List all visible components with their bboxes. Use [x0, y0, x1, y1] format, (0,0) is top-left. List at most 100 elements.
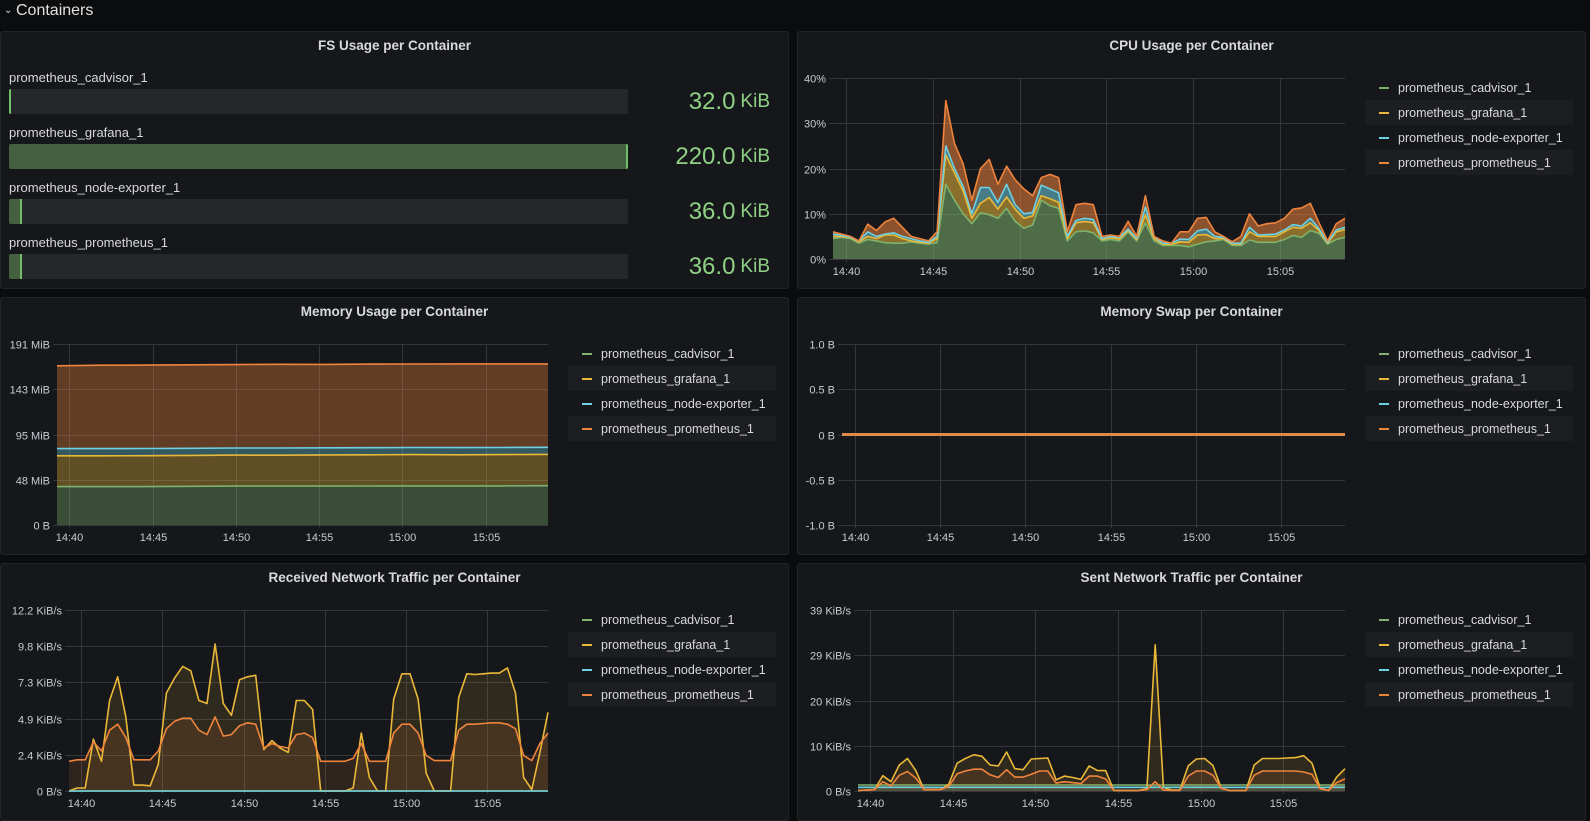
x-tick-label: 14:50 [1012, 532, 1040, 544]
legend-label[interactable]: prometheus_node-exporter_1 [601, 662, 766, 677]
panel-title[interactable]: Received Network Traffic per Container [268, 570, 521, 585]
legend-label[interactable]: prometheus_prometheus_1 [1398, 155, 1551, 170]
legend-item-prometheus-node-exporter-1[interactable]: prometheus_node-exporter_1 [568, 657, 776, 682]
x-tick-label: 15:05 [474, 798, 502, 810]
series-line-prometheus-cadvisor-1[interactable] [57, 484, 549, 488]
legend-item-prometheus-node-exporter-1[interactable]: prometheus_node-exporter_1 [568, 391, 776, 416]
legend-color-swatch-icon[interactable] [1379, 427, 1389, 430]
chart-svg[interactable]: 0% 10% 20% 30% 40% 14:40 14:45 14:50 14:55 15:00 1… [798, 32, 1586, 289]
panel-title[interactable]: Memory Swap per Container [1100, 304, 1283, 319]
legend-item-prometheus-cadvisor-1[interactable]: prometheus_cadvisor_1 [568, 341, 776, 366]
series-line-prometheus-cadvisor-1[interactable] [832, 183, 1346, 248]
legend-color-swatch-icon[interactable] [1379, 136, 1389, 139]
legend-item-prometheus-grafana-1[interactable]: prometheus_grafana_1 [1365, 632, 1573, 657]
grid: -1.0 B -0.5 B 0 B 0.5 B 1.0 B 14:40 14:45 14:50… [806, 340, 1345, 544]
legend-label[interactable]: prometheus_node-exporter_1 [1398, 396, 1563, 411]
legend-color-swatch-icon[interactable] [1379, 377, 1389, 380]
y-tick-label: 95 MiB [16, 431, 50, 443]
series-line-prometheus-prometheus-1[interactable] [68, 716, 549, 763]
row-header-containers[interactable]: ⌄ Containers [0, 0, 93, 22]
chart-svg[interactable]: 0 B/s 10 KiB/s 20 KiB/s 29 KiB/s 39 KiB/s 14:… [798, 564, 1586, 821]
grid: 0 B/s 2.4 KiB/s 4.9 KiB/s 7.3 KiB/s 9.8 KiB/… [12, 606, 548, 810]
legend-color-swatch-icon[interactable] [1379, 668, 1389, 671]
legend-item-prometheus-node-exporter-1[interactable]: prometheus_node-exporter_1 [1365, 391, 1573, 416]
legend-item-prometheus-grafana-1[interactable]: prometheus_grafana_1 [1365, 100, 1573, 125]
legend-label[interactable]: prometheus_grafana_1 [601, 371, 731, 386]
legend-item-prometheus-prometheus-1[interactable]: prometheus_prometheus_1 [568, 682, 776, 707]
legend-item-prometheus-cadvisor-1[interactable]: prometheus_cadvisor_1 [568, 607, 776, 632]
legend-item-prometheus-cadvisor-1[interactable]: prometheus_cadvisor_1 [1365, 341, 1573, 366]
legend-label[interactable]: prometheus_grafana_1 [1398, 105, 1528, 120]
legend-color-swatch-icon[interactable] [1379, 161, 1389, 164]
legend-label[interactable]: prometheus_prometheus_1 [601, 421, 754, 436]
series-line-prometheus-grafana-1[interactable] [57, 453, 549, 457]
legend-label[interactable]: prometheus_node-exporter_1 [1398, 662, 1563, 677]
series-line-prometheus-prometheus-1[interactable] [857, 768, 1346, 792]
x-tick-label: 14:45 [927, 532, 955, 544]
panel-title[interactable]: FS Usage per Container [317, 38, 472, 53]
fs-bar-track [9, 254, 628, 279]
fs-value-number: 32.0 [688, 87, 736, 115]
chevron-down-icon[interactable]: ⌄ [4, 4, 13, 16]
legend-color-swatch-icon[interactable] [582, 377, 592, 380]
series-line-prometheus-node-exporter-1[interactable] [832, 145, 1346, 244]
legend-item-prometheus-grafana-1[interactable]: prometheus_grafana_1 [568, 366, 776, 391]
legend-label[interactable]: prometheus_node-exporter_1 [601, 396, 766, 411]
legend-color-swatch-icon[interactable] [582, 402, 592, 405]
legend-label[interactable]: prometheus_prometheus_1 [601, 687, 754, 702]
legend-label[interactable]: prometheus_cadvisor_1 [1398, 80, 1532, 95]
x-tick-label: 15:05 [1268, 532, 1296, 544]
legend-label[interactable]: prometheus_grafana_1 [1398, 637, 1528, 652]
chart-svg[interactable]: -1.0 B -0.5 B 0 B 0.5 B 1.0 B 14:40 14:45 14:50… [798, 298, 1586, 555]
series-line-prometheus-prometheus-1[interactable] [832, 99, 1346, 244]
legend-label[interactable]: prometheus_grafana_1 [601, 637, 731, 652]
panel-title[interactable]: Sent Network Traffic per Container [1080, 570, 1303, 585]
series-line-prometheus-prometheus-1[interactable] [56, 363, 548, 367]
legend-label[interactable]: prometheus_grafana_1 [1398, 371, 1528, 386]
chart-svg[interactable]: 0 B/s 2.4 KiB/s 4.9 KiB/s 7.3 KiB/s 9.8 KiB/… [1, 564, 789, 821]
legend-color-swatch-icon[interactable] [582, 668, 592, 671]
legend-label[interactable]: prometheus_cadvisor_1 [601, 612, 735, 627]
legend-item-prometheus-prometheus-1[interactable]: prometheus_prometheus_1 [1365, 682, 1573, 707]
legend-color-swatch-icon[interactable] [582, 643, 592, 646]
legend-label[interactable]: prometheus_cadvisor_1 [601, 346, 735, 361]
legend-color-swatch-icon[interactable] [582, 427, 592, 430]
legend-label[interactable]: prometheus_cadvisor_1 [1398, 346, 1532, 361]
fs-value: 32.0 KiB [688, 87, 770, 115]
panel-title[interactable]: Memory Usage per Container [300, 304, 489, 319]
chart-svg[interactable]: 0 B 48 MiB 95 MiB 143 MiB 191 MiB 14:40 14:45 1… [1, 298, 789, 555]
series-line-prometheus-grafana-1[interactable] [833, 154, 1346, 246]
fs-container-label: prometheus_node-exporter_1 [9, 180, 181, 195]
legend-color-swatch-icon[interactable] [1379, 643, 1389, 646]
legend-color-swatch-icon[interactable] [582, 618, 592, 621]
series-area-prometheus-cadvisor-1 [57, 485, 548, 525]
panel-title[interactable]: CPU Usage per Container [1109, 38, 1274, 53]
legend-item-prometheus-node-exporter-1[interactable]: prometheus_node-exporter_1 [1365, 125, 1573, 150]
legend-color-swatch-icon[interactable] [1379, 352, 1389, 355]
legend-color-swatch-icon[interactable] [582, 352, 592, 355]
legend-color-swatch-icon[interactable] [1379, 402, 1389, 405]
legend-item-prometheus-grafana-1[interactable]: prometheus_grafana_1 [568, 632, 776, 657]
legend-color-swatch-icon[interactable] [582, 693, 592, 696]
legend-item-prometheus-grafana-1[interactable]: prometheus_grafana_1 [1365, 366, 1573, 391]
legend-color-swatch-icon[interactable] [1379, 111, 1389, 114]
series-line-prometheus-grafana-1[interactable] [68, 643, 549, 792]
legend-item-prometheus-cadvisor-1[interactable]: prometheus_cadvisor_1 [1365, 607, 1573, 632]
legend-label[interactable]: prometheus_prometheus_1 [1398, 421, 1551, 436]
legend-item-prometheus-node-exporter-1[interactable]: prometheus_node-exporter_1 [1365, 657, 1573, 682]
legend-color-swatch-icon[interactable] [1379, 618, 1389, 621]
legend-item-prometheus-prometheus-1[interactable]: prometheus_prometheus_1 [1365, 416, 1573, 441]
legend-label[interactable]: prometheus_cadvisor_1 [1398, 612, 1532, 627]
legend-color-swatch-icon[interactable] [1379, 693, 1389, 696]
series-line-prometheus-node-exporter-1[interactable] [57, 446, 549, 450]
legend-item-prometheus-cadvisor-1[interactable]: prometheus_cadvisor_1 [1365, 75, 1573, 100]
y-tick-label: 39 KiB/s [810, 606, 851, 618]
panel-sent-network: Sent Network Traffic per Container 0 B/s… [797, 563, 1586, 821]
legend: prometheus_cadvisor_1 prometheus_grafana_… [568, 341, 776, 441]
legend-item-prometheus-prometheus-1[interactable]: prometheus_prometheus_1 [1365, 150, 1573, 175]
legend-label[interactable]: prometheus_prometheus_1 [1398, 687, 1551, 702]
x-tick-label: 14:55 [312, 798, 340, 810]
legend-label[interactable]: prometheus_node-exporter_1 [1398, 130, 1563, 145]
legend-color-swatch-icon[interactable] [1379, 86, 1389, 89]
legend-item-prometheus-prometheus-1[interactable]: prometheus_prometheus_1 [568, 416, 776, 441]
